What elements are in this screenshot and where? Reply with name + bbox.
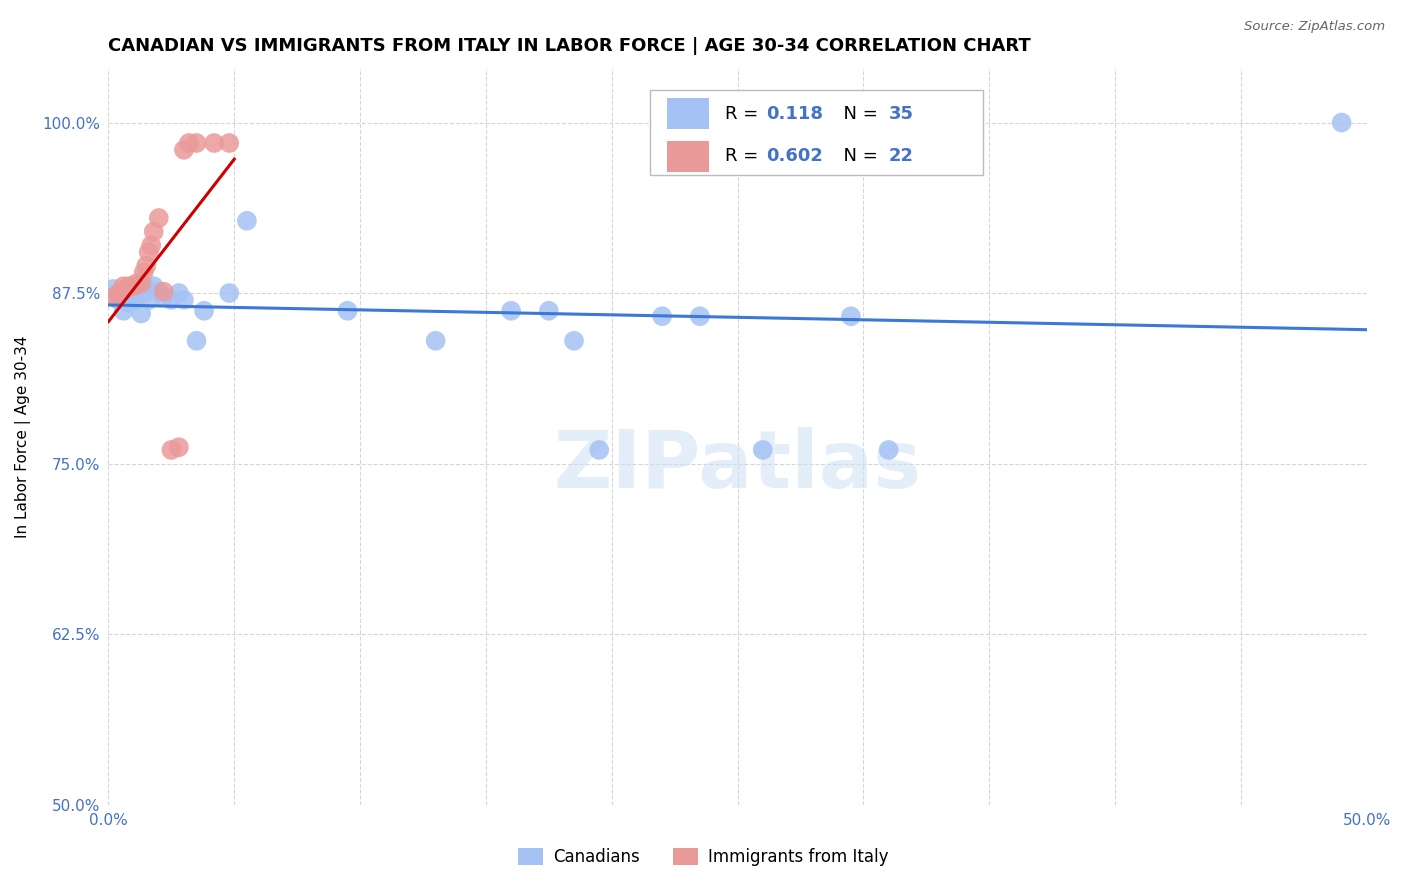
Point [148,211,170,225]
Point [103,290,125,304]
Point [752,442,775,457]
Point [142,279,165,293]
Point [167,440,190,454]
Point [186,136,208,150]
Point [153,285,176,299]
Point [112,303,135,318]
Point [112,279,135,293]
Point [167,286,190,301]
FancyBboxPatch shape [668,141,709,171]
Point [125,293,148,307]
Point [186,334,208,348]
Point [128,286,150,301]
Text: N =: N = [832,147,883,165]
Y-axis label: In Labor Force | Age 30-34: In Labor Force | Age 30-34 [15,335,31,538]
Point [425,334,447,348]
FancyBboxPatch shape [668,98,709,129]
Point [107,293,129,307]
Text: N =: N = [832,104,883,123]
Point [132,286,155,301]
Point [193,303,215,318]
Point [218,286,240,301]
Point [1330,115,1353,129]
Point [117,295,139,310]
Point [103,282,125,296]
Point [141,238,163,252]
Point [153,290,176,304]
Point [236,213,259,227]
Point [135,259,157,273]
Point [877,442,900,457]
Point [107,286,129,301]
Point [117,279,139,293]
Point [218,136,240,150]
Point [336,303,359,318]
Point [120,286,142,301]
Text: ZIPatlas: ZIPatlas [554,426,922,505]
Point [142,225,165,239]
Point [129,277,152,291]
Text: CANADIAN VS IMMIGRANTS FROM ITALY IN LABOR FORCE | AGE 30-34 CORRELATION CHART: CANADIAN VS IMMIGRANTS FROM ITALY IN LAB… [108,37,1031,55]
FancyBboxPatch shape [650,90,983,175]
Point [173,143,195,157]
Text: R =: R = [725,147,763,165]
Point [132,266,155,280]
Point [129,306,152,320]
Point [537,303,560,318]
Point [501,303,523,318]
Point [148,285,170,299]
Legend: Canadians, Immigrants from Italy: Canadians, Immigrants from Italy [510,841,896,873]
Point [115,282,138,296]
Point [122,279,145,293]
Point [177,136,200,150]
Point [138,245,160,260]
Point [202,136,225,150]
Text: 0.118: 0.118 [766,104,824,123]
Text: Source: ZipAtlas.com: Source: ZipAtlas.com [1244,20,1385,33]
Text: R =: R = [725,104,763,123]
Point [160,442,183,457]
Point [138,293,160,307]
Point [562,334,585,348]
Point [839,310,862,324]
Point [135,282,157,296]
Point [125,277,148,291]
Point [689,310,711,324]
Text: 22: 22 [889,147,914,165]
Point [115,286,138,301]
Text: 35: 35 [889,104,914,123]
Point [122,279,145,293]
Point [160,293,183,307]
Point [588,442,610,457]
Text: 0.602: 0.602 [766,147,824,165]
Point [651,310,673,324]
Point [173,293,195,307]
